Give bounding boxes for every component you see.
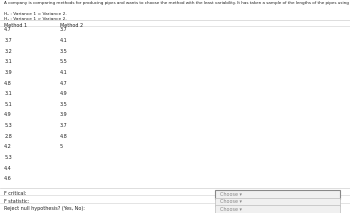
Text: Reject null hypothesis? (Yes, No):: Reject null hypothesis? (Yes, No):: [4, 206, 85, 211]
Text: 4.1: 4.1: [60, 38, 67, 43]
Text: 5.1: 5.1: [4, 102, 12, 107]
FancyBboxPatch shape: [215, 205, 340, 213]
Text: 3.7: 3.7: [4, 38, 12, 43]
Text: 5.5: 5.5: [60, 59, 67, 64]
Text: Choose ▾: Choose ▾: [220, 207, 243, 212]
Text: 4.7: 4.7: [60, 81, 67, 85]
Text: 4.4: 4.4: [4, 166, 12, 171]
Text: 3.1: 3.1: [4, 59, 12, 64]
Text: Choose ▾: Choose ▾: [220, 192, 243, 197]
Text: 3.2: 3.2: [4, 49, 12, 53]
Text: 4.8: 4.8: [4, 81, 12, 85]
Text: 3.7: 3.7: [60, 123, 67, 128]
Text: 4.7: 4.7: [4, 27, 12, 32]
Text: 4.9: 4.9: [4, 112, 12, 117]
Text: H₀ : Variance 1 = Variance 2.: H₀ : Variance 1 = Variance 2.: [4, 12, 67, 16]
Text: 3.9: 3.9: [4, 70, 12, 75]
Text: 4.6: 4.6: [4, 176, 12, 181]
Text: 3.5: 3.5: [60, 49, 67, 53]
Text: 5.3: 5.3: [4, 123, 12, 128]
Text: Method 1: Method 1: [4, 23, 27, 28]
Text: 4.2: 4.2: [4, 144, 12, 149]
Text: Choose ▾: Choose ▾: [220, 199, 243, 204]
Text: 5.3: 5.3: [4, 155, 12, 160]
Text: 4.8: 4.8: [60, 134, 67, 139]
FancyBboxPatch shape: [215, 190, 340, 199]
Text: 4.9: 4.9: [60, 91, 67, 96]
Text: A company is comparing methods for producing pipes and wants to choose the metho: A company is comparing methods for produ…: [4, 1, 350, 5]
Text: F statistic:: F statistic:: [4, 199, 29, 204]
Text: 5: 5: [60, 144, 63, 149]
Text: 3.7: 3.7: [60, 27, 67, 32]
Text: 3.1: 3.1: [4, 91, 12, 96]
Text: 2.8: 2.8: [4, 134, 12, 139]
Text: F critical:: F critical:: [4, 191, 27, 196]
Text: 4.1: 4.1: [60, 70, 67, 75]
Text: 3.5: 3.5: [60, 102, 67, 107]
FancyBboxPatch shape: [215, 198, 340, 206]
Text: H₁ : Variance 1 > Variance 2.: H₁ : Variance 1 > Variance 2.: [4, 17, 67, 22]
Text: 3.9: 3.9: [60, 112, 67, 117]
Text: Method 2: Method 2: [60, 23, 83, 28]
